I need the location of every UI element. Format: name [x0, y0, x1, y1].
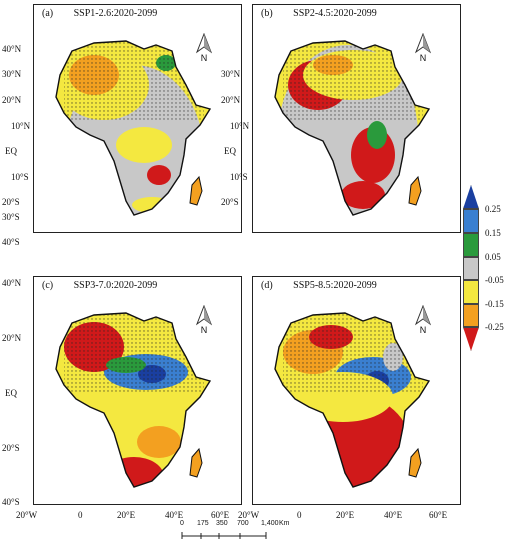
colorbar-tick: 0.25	[485, 204, 501, 214]
lat-label: 20°N	[2, 333, 22, 343]
lon-label: 0	[78, 510, 83, 520]
colorbar-swatch	[463, 304, 479, 327]
scale-label: Km	[279, 520, 290, 527]
lat-label: 20°S	[2, 197, 20, 207]
lat-label: 40°S	[2, 497, 20, 507]
lat-label: 40°S	[2, 237, 20, 247]
colorbar-swatch	[463, 185, 479, 209]
lat-label: 10°N	[230, 121, 250, 131]
scale-label: 350	[216, 520, 228, 527]
map-region	[137, 426, 181, 458]
lat-label: 10°S	[230, 172, 248, 182]
map-region	[341, 181, 385, 209]
lat-label: 40°N	[2, 44, 22, 54]
madagascar	[189, 447, 203, 478]
panel-letter: (b)	[261, 8, 273, 19]
scale-label: 0	[180, 520, 184, 527]
africa-map-b	[274, 40, 431, 216]
map-region	[147, 165, 171, 185]
scale-label: 700	[237, 520, 249, 527]
map-panel-b: (b) SSP2-4.5:2020-2099 N	[252, 4, 461, 233]
lat-label: 20°N	[2, 95, 22, 105]
madagascar	[189, 175, 203, 206]
panel-letter: (c)	[42, 280, 54, 291]
lon-label: 0	[297, 510, 302, 520]
panel-title: SSP3-7.0:2020-2099	[73, 280, 158, 291]
colorbar: 0.25 0.15 0.05 -0.05 -0.15 -0.25	[463, 185, 504, 351]
north-label: N	[419, 325, 427, 335]
panel-letter: (d)	[261, 280, 273, 291]
panel-title: SSP1-2.6:2020-2099	[73, 8, 158, 19]
map-region	[367, 121, 387, 149]
scale-label: 1,400	[261, 520, 279, 527]
lat-label: EQ	[224, 146, 236, 156]
map-region	[104, 457, 164, 487]
panel-title: SSP5-8.5:2020-2099	[293, 280, 377, 291]
lat-label: 30°S	[2, 212, 20, 222]
coastline	[274, 312, 431, 488]
scale-label: 175	[197, 520, 209, 527]
map-panel-a: (a) SSP1-2.6:2020-2099 N	[33, 4, 242, 233]
colorbar-tick: 0.15	[485, 228, 501, 238]
lon-label: 20°W	[16, 510, 38, 520]
coastline	[55, 312, 212, 488]
map-region	[116, 127, 172, 163]
colorbar-swatch	[463, 257, 479, 280]
lon-label: 40°E	[384, 510, 403, 520]
lat-label: 10°S	[11, 172, 29, 182]
lat-label: EQ	[5, 146, 17, 156]
map-panel-d: (d) SSP5-8.5:2020-2099 N	[252, 276, 461, 505]
lat-label: EQ	[5, 388, 17, 398]
north-arrow-icon: N	[413, 305, 433, 339]
lon-label: 60°E	[429, 510, 448, 520]
colorbar-tick: 0.05	[485, 252, 501, 262]
lon-label: 20°E	[336, 510, 355, 520]
scale-bar-graphic	[181, 532, 267, 539]
lon-label: 20°E	[117, 510, 136, 520]
north-arrow-icon: N	[194, 33, 214, 67]
map-panel-c: (c) SSP3-7.0:2020-2099 N	[33, 276, 242, 505]
colorbar-swatch	[463, 209, 479, 233]
madagascar	[408, 175, 422, 206]
north-arrow-icon: N	[194, 305, 214, 339]
north-label: N	[200, 325, 208, 335]
africa-map-c	[55, 312, 212, 488]
lat-label: 20°S	[221, 197, 239, 207]
coastline	[55, 40, 212, 216]
lon-label: 60°E	[211, 510, 230, 520]
madagascar	[408, 447, 422, 478]
north-label: N	[419, 53, 427, 63]
lon-label: 20°W	[238, 510, 260, 520]
lat-label: 40°N	[2, 278, 22, 288]
north-label: N	[200, 53, 208, 63]
africa-map-a	[55, 40, 212, 216]
africa-map-d	[274, 312, 431, 488]
panel-title: SSP2-4.5:2020-2099	[293, 8, 377, 19]
colorbar-swatch	[463, 280, 479, 304]
panel-letter: (a)	[42, 8, 54, 19]
map-region	[132, 197, 172, 213]
lat-label: 10°N	[11, 121, 31, 131]
colorbar-swatch	[463, 327, 479, 351]
colorbar-tick: -0.05	[485, 275, 504, 285]
lat-label: 20°N	[221, 95, 241, 105]
colorbar-tick: -0.25	[485, 322, 504, 332]
lon-label: 40°E	[165, 510, 184, 520]
north-arrow-icon: N	[413, 33, 433, 67]
lat-label: 20°S	[2, 443, 20, 453]
coastline	[274, 40, 431, 216]
lat-label: 30°N	[2, 69, 22, 79]
scale-bar: 0 175 350 700 1,400 Km	[180, 520, 330, 550]
colorbar-tick: -0.15	[485, 299, 504, 309]
colorbar-swatch	[463, 233, 479, 257]
lat-label: 30°N	[221, 69, 241, 79]
